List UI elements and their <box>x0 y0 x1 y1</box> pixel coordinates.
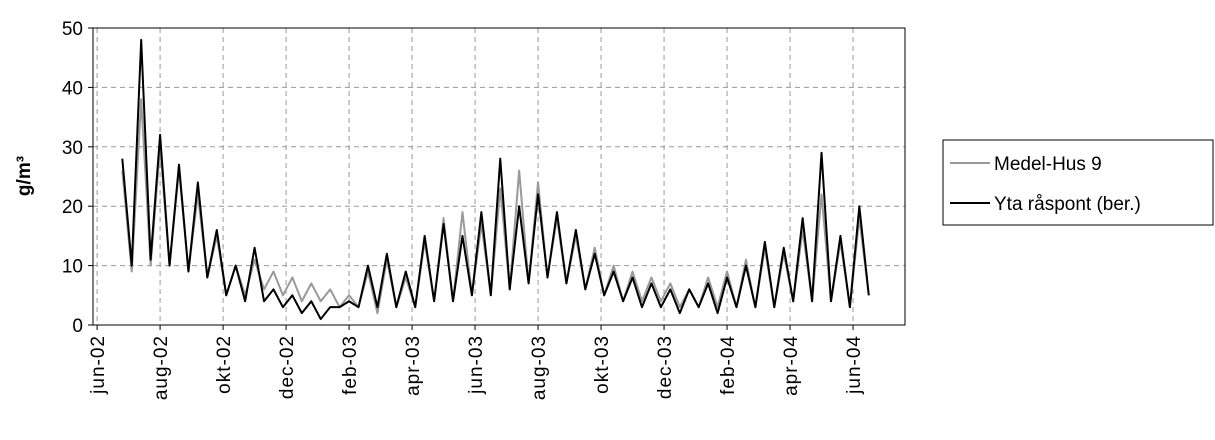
x-tick-label: apr-04 <box>781 335 802 396</box>
x-tick-label: dec-03 <box>655 335 676 399</box>
x-tick-label: jun-03 <box>466 335 487 395</box>
x-tick-label: okt-03 <box>592 335 613 394</box>
y-tick-label: 0 <box>72 316 83 337</box>
y-tick-label: 30 <box>62 138 83 159</box>
y-tick-label: 10 <box>62 257 83 278</box>
x-tick-label: feb-04 <box>718 335 739 395</box>
series-line <box>121 38 870 321</box>
legend-label: Medel-Hus 9 <box>994 154 1102 175</box>
x-tick-label: jun-04 <box>844 335 865 395</box>
x-tick-label: feb-03 <box>340 335 361 395</box>
y-axis-label: g/m³ <box>14 156 35 196</box>
legend-box <box>942 139 1214 226</box>
legend-label: Yta råspont (ber.) <box>994 194 1141 215</box>
x-tick-label: dec-02 <box>277 335 298 399</box>
x-tick-label: aug-03 <box>529 335 550 400</box>
x-tick-label: apr-03 <box>403 335 424 396</box>
series-line <box>121 98 870 315</box>
x-tick-label: aug-02 <box>151 335 172 400</box>
y-tick-label: 20 <box>62 197 83 218</box>
x-tick-label: jun-02 <box>88 335 109 395</box>
y-tick-label: 50 <box>62 19 83 40</box>
x-tick-label: okt-02 <box>214 335 235 394</box>
plot-frame <box>92 27 906 326</box>
y-tick-label: 40 <box>62 78 83 99</box>
